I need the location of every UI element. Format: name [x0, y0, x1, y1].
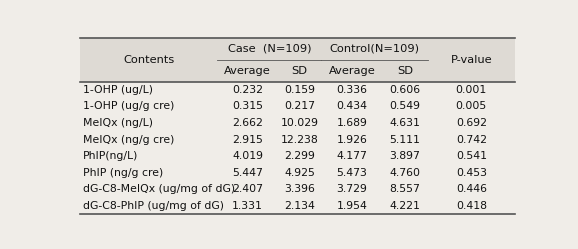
- Text: MeIQx (ng/g cre): MeIQx (ng/g cre): [83, 134, 175, 144]
- Text: 5.447: 5.447: [232, 168, 263, 178]
- Text: 1.331: 1.331: [232, 201, 263, 211]
- Text: 0.001: 0.001: [455, 85, 487, 95]
- Text: 0.217: 0.217: [284, 101, 315, 112]
- Text: 2.299: 2.299: [284, 151, 315, 161]
- Text: Contents: Contents: [123, 55, 175, 64]
- Text: 4.925: 4.925: [284, 168, 315, 178]
- Text: 2.134: 2.134: [284, 201, 315, 211]
- Text: 0.005: 0.005: [455, 101, 487, 112]
- Text: 0.434: 0.434: [336, 101, 368, 112]
- Text: PhIP(ng/L): PhIP(ng/L): [83, 151, 138, 161]
- Text: 1.689: 1.689: [336, 118, 368, 128]
- Text: 5.473: 5.473: [336, 168, 368, 178]
- Text: 0.336: 0.336: [336, 85, 368, 95]
- Text: 1.954: 1.954: [336, 201, 368, 211]
- Text: 0.232: 0.232: [232, 85, 263, 95]
- Text: SD: SD: [292, 66, 307, 76]
- Text: 4.019: 4.019: [232, 151, 263, 161]
- Text: 5.111: 5.111: [390, 134, 421, 144]
- Text: dG-C8-PhIP (ug/mg of dG): dG-C8-PhIP (ug/mg of dG): [83, 201, 224, 211]
- Text: 0.742: 0.742: [456, 134, 487, 144]
- Text: 0.549: 0.549: [390, 101, 421, 112]
- Text: SD: SD: [397, 66, 413, 76]
- Text: MeIQx (ng/L): MeIQx (ng/L): [83, 118, 153, 128]
- Text: dG-C8-MeIQx (ug/mg of dG): dG-C8-MeIQx (ug/mg of dG): [83, 184, 235, 194]
- Text: Control(N=109): Control(N=109): [329, 44, 420, 54]
- Text: 8.557: 8.557: [390, 184, 421, 194]
- Text: 2.915: 2.915: [232, 134, 263, 144]
- Text: 4.221: 4.221: [390, 201, 421, 211]
- Text: 4.177: 4.177: [336, 151, 368, 161]
- FancyBboxPatch shape: [80, 38, 515, 82]
- Text: P-value: P-value: [451, 55, 492, 64]
- Text: 0.453: 0.453: [456, 168, 487, 178]
- Text: 2.662: 2.662: [232, 118, 263, 128]
- Text: Average: Average: [224, 66, 271, 76]
- Text: 1-OHP (ug/L): 1-OHP (ug/L): [83, 85, 153, 95]
- Text: 0.606: 0.606: [390, 85, 421, 95]
- Text: 0.446: 0.446: [456, 184, 487, 194]
- Text: 0.541: 0.541: [456, 151, 487, 161]
- Text: 10.029: 10.029: [281, 118, 318, 128]
- Text: 1-OHP (ug/g cre): 1-OHP (ug/g cre): [83, 101, 175, 112]
- Text: 4.760: 4.760: [390, 168, 421, 178]
- Text: 1.926: 1.926: [336, 134, 368, 144]
- Text: 0.315: 0.315: [232, 101, 263, 112]
- Text: 3.729: 3.729: [336, 184, 368, 194]
- Text: 2.407: 2.407: [232, 184, 263, 194]
- Text: 0.418: 0.418: [456, 201, 487, 211]
- Text: 0.159: 0.159: [284, 85, 315, 95]
- Text: 3.396: 3.396: [284, 184, 315, 194]
- Text: 3.897: 3.897: [390, 151, 421, 161]
- Text: 12.238: 12.238: [281, 134, 318, 144]
- Text: Average: Average: [328, 66, 375, 76]
- Text: Case  (N=109): Case (N=109): [228, 44, 311, 54]
- Text: 4.631: 4.631: [390, 118, 421, 128]
- Text: PhIP (ng/g cre): PhIP (ng/g cre): [83, 168, 163, 178]
- Text: 0.692: 0.692: [456, 118, 487, 128]
